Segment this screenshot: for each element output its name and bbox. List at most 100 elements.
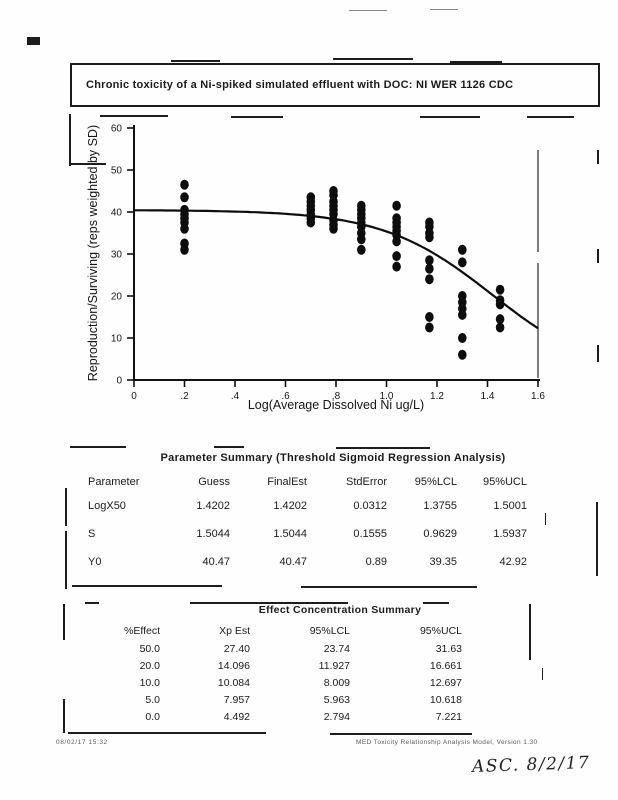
table-cell: Y0 <box>88 556 102 568</box>
data-point <box>425 232 434 243</box>
data-point <box>425 312 434 322</box>
scan-artifact <box>545 513 546 525</box>
data-point <box>495 284 505 295</box>
scan-artifact <box>597 249 599 263</box>
chart-axes <box>133 125 540 381</box>
table-cell: 1.5937 <box>493 528 527 540</box>
data-point <box>458 309 467 320</box>
scan-artifact <box>70 446 126 448</box>
scan-artifact <box>430 9 458 10</box>
data-point <box>425 274 434 285</box>
column-header: 95%UCL <box>482 476 527 488</box>
scan-artifact <box>231 116 283 118</box>
data-point <box>425 322 434 333</box>
table-cell: 23.74 <box>323 642 350 655</box>
y-tick-label: 20 <box>111 292 123 303</box>
report-title-box: Chronic toxicity of a Ni-spiked simulate… <box>70 63 600 107</box>
table-cell: 27.40 <box>223 642 250 655</box>
data-point <box>180 223 189 234</box>
table-cell: 1.5001 <box>493 500 527 512</box>
data-point <box>357 234 366 245</box>
data-point <box>495 299 505 310</box>
x-tick-label: 0 <box>131 391 137 402</box>
scan-artifact <box>171 60 220 62</box>
y-tick-label: 50 <box>111 166 123 177</box>
handwritten-initials-date: ASC. 8/2/17 <box>471 752 591 778</box>
scan-artifact <box>420 116 480 118</box>
scan-artifact <box>190 602 348 604</box>
y-tick-label: 0 <box>116 376 122 387</box>
effect-row: 20.0 14.096 11.927 16.661 <box>64 657 544 674</box>
scan-artifact <box>63 699 65 733</box>
x-axis-label: Log(Average Dissolved Ni ug/L) <box>248 398 424 412</box>
table-cell: 7.221 <box>435 710 462 723</box>
table-cell: 1.4202 <box>273 500 307 512</box>
effect-row: 50.0 27.40 23.74 31.63 <box>64 640 544 657</box>
table-header-row: %Effect Xp Est 95%LCL 95%UCL <box>64 622 544 640</box>
column-header: %Effect <box>124 625 160 637</box>
table-cell: 12.697 <box>429 676 462 689</box>
table-cell: 5.0 <box>145 693 160 706</box>
scan-artifact <box>349 10 387 11</box>
table-cell: 1.3755 <box>423 500 457 512</box>
data-point <box>392 236 401 247</box>
table-cell: 14.096 <box>217 659 250 672</box>
x-tick-label: .4 <box>231 391 240 402</box>
table-cell: 50.0 <box>139 642 160 655</box>
table-cell: 0.0 <box>145 710 160 723</box>
table-cell: 40.47 <box>202 556 230 568</box>
data-point <box>392 200 401 211</box>
effect-row: 10.0 10.084 8.009 12.697 <box>64 674 544 691</box>
parameter-row: LogX50 1.4202 1.4202 0.0312 1.3755 1.5001 <box>66 492 600 520</box>
data-point <box>357 244 366 255</box>
data-point <box>392 251 401 262</box>
table-cell: 1.5044 <box>196 528 230 540</box>
table-cell: 11.927 <box>318 659 350 672</box>
table-cell: 16.661 <box>429 659 462 672</box>
table-cell: 10.084 <box>217 676 250 689</box>
column-header: 95%LCL <box>414 476 457 488</box>
column-header: 95%LCL <box>309 625 350 637</box>
data-point <box>458 244 467 255</box>
effect-concentration-table: Effect Concentration Summary %Effect Xp E… <box>64 604 544 725</box>
effect-concentration-title: Effect Concentration Summary <box>258 604 422 616</box>
data-point <box>425 255 434 266</box>
report-program-credit: MED Toxicity Relationship Analysis Model… <box>356 739 538 746</box>
scan-artifact <box>336 447 430 449</box>
scan-artifact <box>597 150 599 164</box>
column-header: FinalEst <box>267 476 307 488</box>
table-cell: 0.0312 <box>353 500 387 512</box>
data-point <box>458 257 467 268</box>
table-cell: 10.0 <box>139 676 160 689</box>
effect-row: 5.0 7.957 5.963 10.618 <box>64 691 544 708</box>
table-cell: 4.492 <box>223 710 250 723</box>
data-point <box>458 349 467 360</box>
column-header: 95%UCL <box>419 625 462 637</box>
scan-artifact <box>70 163 106 165</box>
table-cell: 42.92 <box>499 556 527 568</box>
table-cell: 2.794 <box>323 710 350 723</box>
parameter-row: S 1.5044 1.5044 0.1555 0.9629 1.5937 <box>66 520 600 548</box>
parameter-row: Y0 40.47 40.47 0.89 39.35 42.92 <box>66 548 600 576</box>
y-tick-label: 30 <box>111 250 123 261</box>
table-cell: 7.957 <box>223 693 250 706</box>
scan-artifact <box>423 602 449 604</box>
data-point <box>329 223 338 234</box>
data-point <box>306 217 316 228</box>
table-cell: 8.009 <box>323 676 350 689</box>
parameter-summary-table: Parameter Summary (Threshold Sigmoid Reg… <box>66 452 600 576</box>
scan-artifact <box>597 345 599 362</box>
y-axis-label: Reproduction/Surviving (reps weighted by… <box>86 125 100 381</box>
column-header: StdError <box>346 476 387 488</box>
data-point <box>425 263 434 274</box>
x-tick-label: .6 <box>281 391 290 402</box>
scan-artifact <box>542 668 543 680</box>
table-cell: 1.5044 <box>273 528 307 540</box>
data-point <box>458 333 467 343</box>
y-tick-label: 60 <box>111 124 123 135</box>
scan-artifact <box>27 37 40 45</box>
table-cell: 20.0 <box>139 659 160 672</box>
table-cell: 40.47 <box>279 556 307 568</box>
scan-artifact <box>65 531 67 589</box>
data-point <box>180 192 189 203</box>
